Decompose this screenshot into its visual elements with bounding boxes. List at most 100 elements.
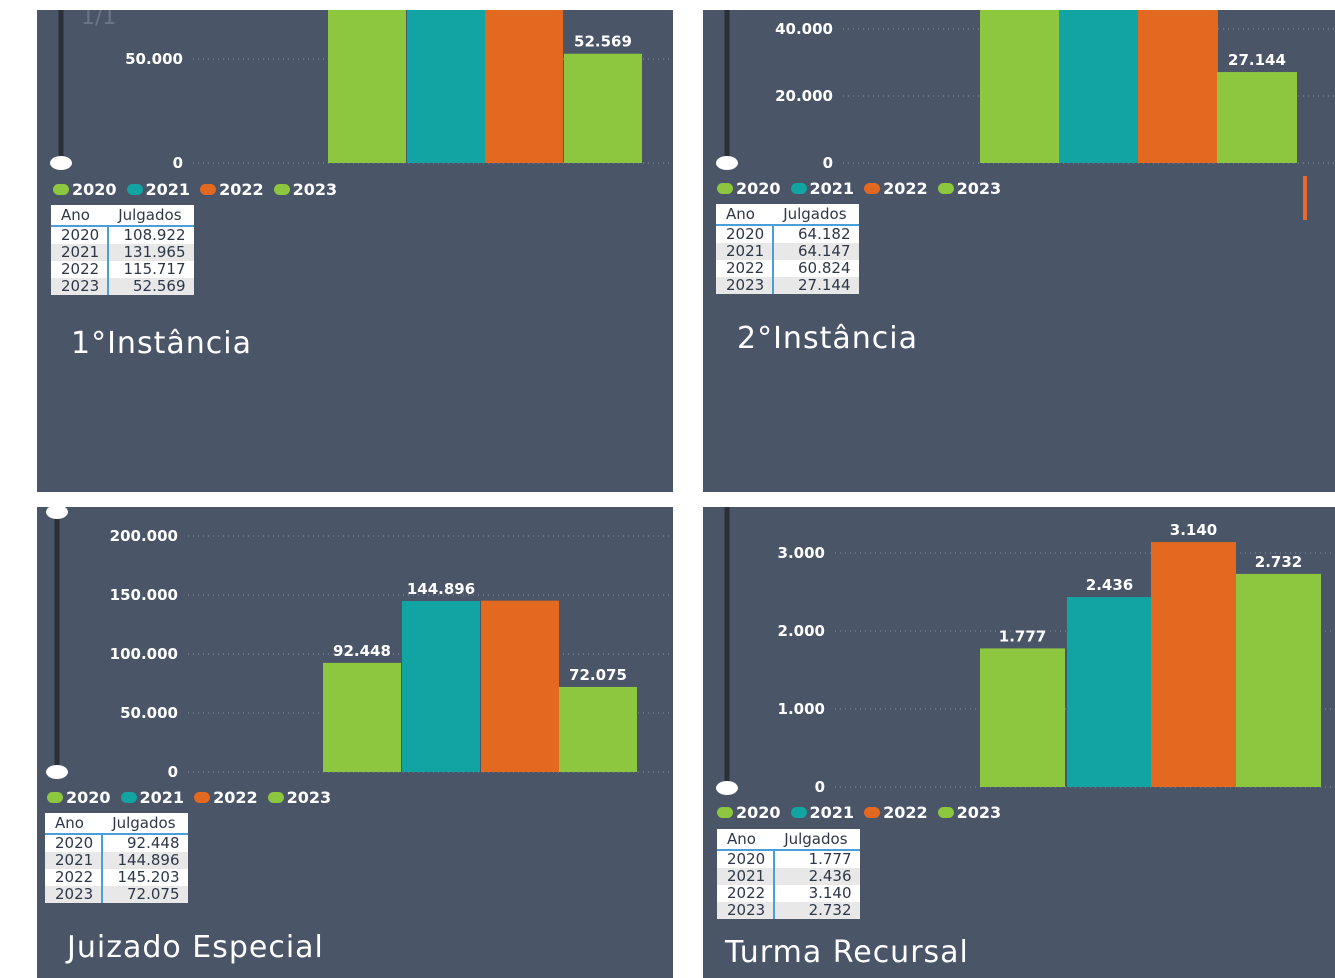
y-tick-label: 50.000 [125, 50, 183, 68]
bar-2022[interactable] [1138, 10, 1218, 163]
legend-item-2020[interactable]: 2020 [47, 788, 111, 807]
legend-item-2021[interactable]: 2021 [790, 179, 855, 198]
bar-2021[interactable] [1059, 10, 1139, 163]
y-tick-label: 40.000 [775, 20, 833, 38]
table-row: 2021 144.896 [45, 852, 188, 869]
legend-item-2022[interactable]: 2022 [194, 788, 258, 807]
data-table: Ano Julgados 2020 64.182 2021 64.147 2022 60.82… [716, 204, 859, 294]
legend-item-2023[interactable]: 2023 [273, 180, 338, 199]
bar-2023[interactable] [564, 53, 642, 163]
legend-label: 2023 [286, 788, 332, 807]
slider-handle-bottom[interactable] [716, 156, 738, 170]
bar-2020[interactable] [980, 10, 1060, 163]
bar-2021[interactable] [402, 601, 480, 772]
data-label: 1.777 [999, 627, 1046, 645]
data-table: Ano Julgados 2020 108.922 2021 131.965 2022 115… [51, 205, 194, 295]
bar-2020[interactable] [980, 648, 1065, 787]
slider-handle-bottom[interactable] [46, 765, 68, 779]
bar-2020[interactable] [328, 10, 406, 163]
legend-dot-icon [120, 792, 137, 803]
table-row: 2020 1.777 [717, 850, 860, 868]
bar-2022[interactable] [481, 600, 559, 772]
table-row: 2020 108.922 [51, 226, 194, 244]
legend-item-2021[interactable]: 2021 [126, 180, 190, 199]
column-header: Ano [45, 813, 103, 835]
legend-label: 2022 [883, 179, 928, 198]
legend-label: 2021 [809, 179, 855, 198]
chart-juizado-especial: 0 50.000 100.000 150.000 200.000 92.448 144.89… [46, 507, 673, 781]
cell-ano: 2023 [716, 277, 775, 294]
legend-item-2021[interactable]: 2021 [790, 803, 854, 822]
cell-ano: 2021 [45, 852, 104, 869]
legend-item-2022[interactable]: 2022 [864, 803, 928, 822]
cell-ano: 2022 [51, 261, 110, 278]
data-table: Ano Julgados 2020 92.448 2021 144.896 2022 145.… [45, 813, 188, 903]
bar-2021[interactable] [1067, 596, 1152, 787]
table-row: 2023 72.075 [45, 886, 188, 903]
legend-item-2023[interactable]: 2023 [937, 803, 1002, 822]
data-label: 2.732 [1255, 553, 1302, 571]
panel-turma-recursal: 0 1.000 2.000 3.000 1.777 2.436 3.140 2.732 202… [703, 507, 1335, 978]
panel-title: 1°Instância [71, 326, 252, 361]
bar-2020[interactable] [323, 662, 401, 772]
legend-label: 2020 [736, 179, 781, 198]
slider-handle-bottom[interactable] [50, 156, 72, 170]
legend-item-2021[interactable]: 2021 [120, 788, 184, 807]
table-header-row: Ano Julgados [45, 813, 188, 835]
orange-indicator [1303, 176, 1307, 220]
y-tick-label: 0 [168, 763, 178, 781]
cell-ano: 2020 [717, 850, 776, 868]
bar-2022[interactable] [485, 10, 563, 163]
table-row: 2020 64.182 [716, 225, 859, 243]
legend-label: 2023 [292, 180, 338, 199]
legend-label: 2020 [736, 803, 781, 822]
legend-label: 2022 [213, 788, 258, 807]
y-tick-label: 0 [823, 154, 833, 172]
legend-dot-icon [200, 184, 217, 195]
legend-label: 2020 [66, 788, 111, 807]
bar-2021[interactable] [407, 10, 485, 163]
data-label: 52.569 [574, 33, 632, 51]
slider-handle-top[interactable] [46, 507, 68, 519]
cell-julgados: 145.203 [117, 868, 180, 886]
data-label: 72.075 [569, 666, 627, 684]
bar-2022[interactable] [1151, 542, 1236, 787]
data-label: 144.896 [407, 580, 475, 598]
bar-2023[interactable] [1236, 573, 1321, 787]
y-tick-label: 0 [173, 154, 183, 172]
legend-item-2022[interactable]: 2022 [200, 180, 264, 199]
legend-item-2020[interactable]: 2020 [717, 803, 781, 822]
table-row: 2021 2.436 [717, 868, 860, 885]
bar-2023[interactable] [1217, 72, 1297, 163]
cell-julgados: 64.147 [773, 243, 859, 260]
cell-ano: 2023 [45, 886, 104, 903]
legend-item-2020[interactable]: 2020 [53, 180, 117, 199]
y-tick-label: 2.000 [778, 622, 825, 640]
cell-julgados: 2.732 [774, 902, 860, 919]
column-header: Ano [716, 204, 774, 226]
panel-2-instancia: 0 20.000 40.000 27.144 2020 2021 2022 2023 Ano… [703, 10, 1335, 492]
table-row: 2021 64.147 [716, 243, 859, 260]
legend-dot-icon [864, 183, 881, 194]
legend-item-2020[interactable]: 2020 [717, 179, 781, 198]
panel-1-instancia: 1/1 0 50.000 52.569 2020 2021 2022 2023 Ano Jul… [37, 10, 673, 492]
legend-label: 2023 [956, 179, 1002, 198]
bar-2023[interactable] [559, 686, 637, 772]
cell-julgados: 115.717 [123, 260, 186, 278]
cell-julgados: 3.140 [808, 884, 852, 902]
legend-item-2023[interactable]: 2023 [267, 788, 332, 807]
axis-partial-label: 1/1 [81, 10, 116, 30]
y-tick-label: 200.000 [110, 527, 178, 545]
panel-title: Juizado Especial [67, 930, 324, 965]
panel-juizado-especial: 0 50.000 100.000 150.000 200.000 92.448 144.89… [37, 507, 673, 978]
legend-label: 2023 [956, 803, 1002, 822]
legend-label: 2022 [883, 803, 928, 822]
legend: 2020 2021 2022 2023 [717, 179, 1011, 198]
legend-item-2022[interactable]: 2022 [864, 179, 928, 198]
legend-item-2023[interactable]: 2023 [937, 179, 1002, 198]
y-tick-label: 100.000 [110, 645, 178, 663]
cell-julgados: 144.896 [102, 852, 188, 869]
cell-julgados: 72.075 [102, 886, 188, 903]
column-header: Ano [51, 205, 109, 227]
slider-handle-bottom[interactable] [716, 781, 738, 795]
